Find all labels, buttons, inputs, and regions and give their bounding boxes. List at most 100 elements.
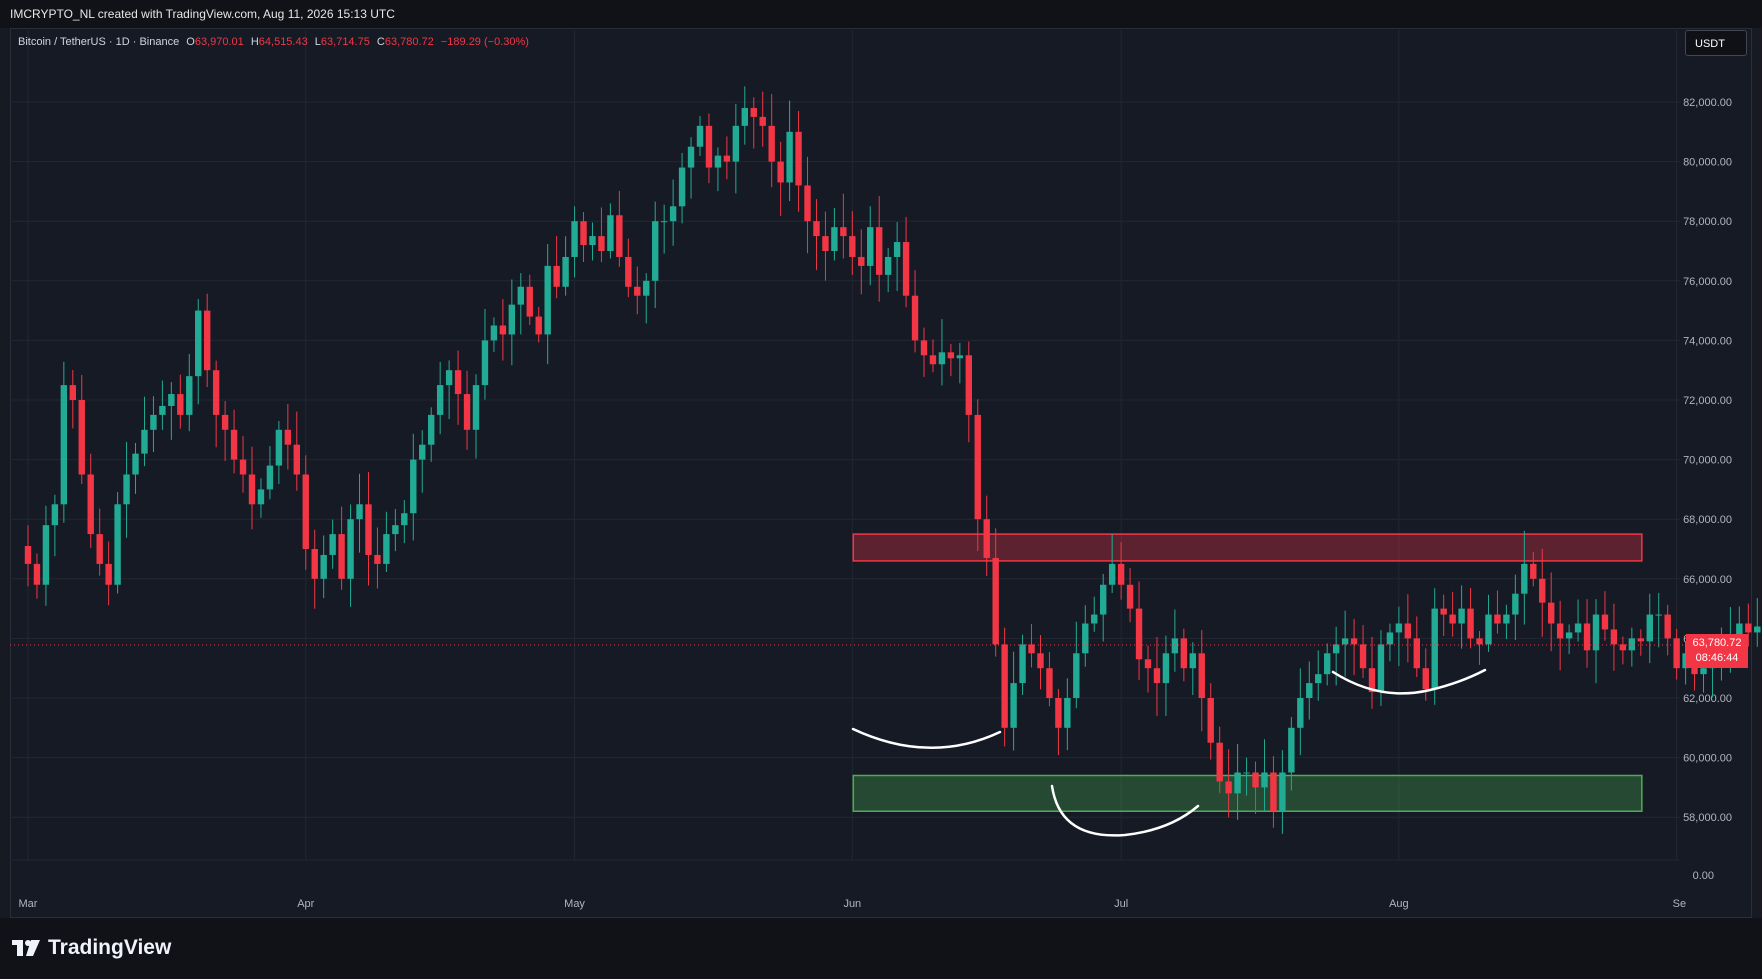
candle-body [1109, 564, 1115, 585]
candle-body [670, 206, 676, 221]
candle-body [536, 317, 542, 335]
candle-body [1127, 585, 1133, 609]
candle-body [1521, 564, 1527, 594]
candle-body [329, 534, 335, 555]
candle-body [1234, 773, 1240, 794]
candle-body [885, 257, 891, 275]
x-tick-label: May [564, 898, 585, 910]
candle-body [634, 287, 640, 296]
candle-body [1476, 638, 1482, 644]
tradingview-logo-text: TradingView [48, 936, 171, 960]
candle-body [1270, 773, 1276, 812]
candle-body [1360, 644, 1366, 668]
candle-body [1190, 653, 1196, 668]
candle-body [186, 376, 192, 415]
candle-body [1082, 624, 1088, 654]
candle-body [840, 227, 846, 236]
candle-body [867, 227, 873, 266]
y-tick-label: 78,000.00 [1683, 216, 1732, 228]
candle-body [975, 415, 981, 519]
candle-body [966, 355, 972, 415]
candle-body [1503, 615, 1509, 624]
candle-body [428, 415, 434, 445]
candle-body [61, 385, 67, 504]
candle-body [1091, 615, 1097, 624]
change-value: −189.29 (−0.30%) [441, 36, 529, 48]
candle-body [661, 221, 667, 222]
candle-body [518, 287, 524, 305]
candle-body [1225, 781, 1231, 793]
y-tick-label: 70,000.00 [1683, 455, 1732, 467]
y-tick-label: 82,000.00 [1683, 97, 1732, 109]
close-value: 63,780.72 [385, 36, 434, 48]
candle-body [437, 385, 443, 415]
candle-body [70, 385, 76, 400]
candle-body [455, 370, 461, 394]
candle-body [204, 311, 210, 371]
candle-body [1494, 615, 1500, 624]
candle-body [132, 454, 138, 475]
candle-body [571, 221, 577, 257]
x-tick-label: Apr [297, 898, 314, 910]
candle-body [294, 445, 300, 475]
candle-body [1664, 615, 1670, 639]
candle-body [1405, 624, 1411, 639]
candle-body [706, 126, 712, 168]
candle-body [1118, 564, 1124, 585]
candle-body [616, 215, 622, 257]
candle-body [1387, 632, 1393, 644]
candle-body [312, 549, 318, 579]
candle-body [258, 489, 264, 504]
candle-body [562, 257, 568, 287]
candle-body [1656, 615, 1662, 616]
candle-body [1216, 743, 1222, 782]
candle-body [760, 117, 766, 126]
y-tick-label: 62,000.00 [1683, 693, 1732, 705]
candle-body [168, 394, 174, 406]
candle-body [733, 126, 739, 162]
candle-body [1566, 632, 1572, 638]
candle-body [607, 215, 613, 251]
candle-body [804, 185, 810, 221]
candle-body [79, 400, 85, 475]
candle-body [1288, 728, 1294, 773]
candle-body [213, 370, 219, 415]
candle-body [1700, 668, 1706, 674]
candle-body [401, 513, 407, 525]
resistance-zone [853, 534, 1642, 561]
candle-body [643, 281, 649, 296]
candle-body [1261, 773, 1267, 788]
candle-body [742, 108, 748, 126]
y-tick-label: 72,000.00 [1683, 395, 1732, 407]
candle-body [1324, 653, 1330, 674]
candle-body [356, 504, 362, 519]
currency-selector[interactable]: USDT [1685, 30, 1747, 56]
candle-body [1306, 683, 1312, 698]
candle-body [1163, 653, 1169, 683]
x-tick-label: Se [1673, 898, 1686, 910]
candle-body [1647, 615, 1653, 642]
candle-body [1010, 683, 1016, 728]
candle-body [1199, 653, 1205, 698]
candle-body [177, 394, 183, 415]
bar-countdown: 08:46:44 [1686, 651, 1748, 666]
candle-body [114, 504, 120, 584]
candle-body [1449, 615, 1455, 624]
candle-body [1673, 638, 1679, 668]
x-tick-label: Jun [843, 898, 861, 910]
candle-body [992, 558, 998, 644]
symbol-legend: Bitcoin / TetherUS · 1D · Binance O63,97… [18, 36, 529, 48]
candle-body [527, 287, 533, 317]
y-tick-label: 74,000.00 [1683, 335, 1732, 347]
candle-body [482, 340, 488, 385]
candle-body [473, 385, 479, 430]
candle-body [1064, 698, 1070, 728]
tradingview-logo[interactable]: TradingView [12, 936, 171, 960]
candle-body [1584, 624, 1590, 651]
footer-bar [0, 918, 1762, 979]
candle-body [509, 305, 515, 335]
candle-body [1539, 579, 1545, 603]
candle-body [1378, 644, 1384, 692]
candle-body [1181, 638, 1187, 668]
